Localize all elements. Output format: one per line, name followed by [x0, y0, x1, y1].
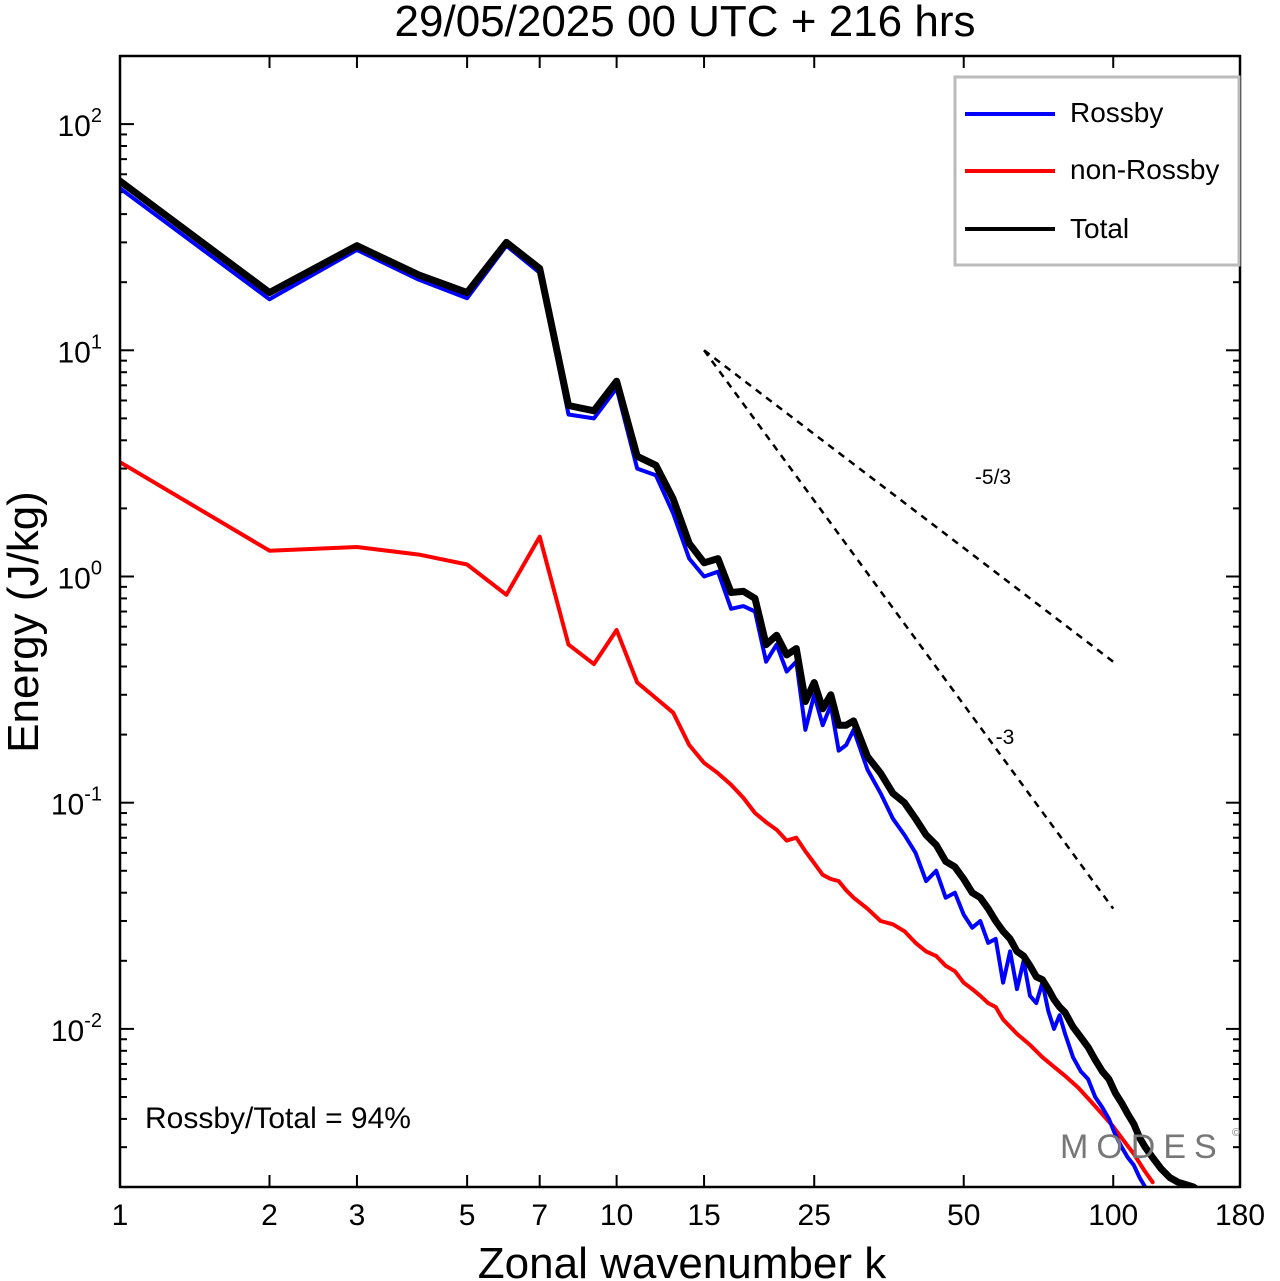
reference-line-label: -3: [996, 726, 1015, 749]
rossby-ratio-annotation: Rossby/Total = 94%: [145, 1102, 411, 1135]
x-tick-label: 5: [459, 1199, 476, 1232]
series-layer: [120, 177, 1200, 1187]
modes-watermark: MODES: [1060, 1128, 1225, 1166]
x-tick-label: 1: [112, 1199, 129, 1232]
copyright-mark: ©: [1232, 1127, 1240, 1139]
series-line-rossby: [120, 186, 1148, 1187]
y-axis-label: Energy (J/kg): [0, 491, 48, 753]
y-tick-label: 10-1: [51, 784, 102, 822]
legend-label-rossby: Rossby: [1070, 97, 1163, 128]
series-line-non-rossby: [120, 460, 1155, 1185]
reference-line-label: -5/3: [975, 466, 1011, 489]
plot-frame: [118, 54, 1242, 1189]
x-tick-label: 100: [1088, 1199, 1138, 1232]
x-tick-label: 50: [947, 1199, 980, 1232]
chart-title: 29/05/2025 00 UTC + 216 hrs: [395, 0, 976, 46]
legend-label-total: Total: [1070, 213, 1129, 244]
x-tick-label: 25: [798, 1199, 831, 1232]
y-tick-label: 10-2: [51, 1010, 102, 1048]
x-tick-label: 2: [261, 1199, 278, 1232]
x-tick-labels: 1 2 3 5 7 10 15 25 50 100 180: [112, 1199, 1265, 1232]
x-tick-label: 180: [1215, 1199, 1265, 1232]
legend: Rossby non-Rossby Total: [953, 75, 1241, 267]
x-tick-label: 3: [349, 1199, 366, 1232]
x-axis-label: Zonal wavenumber k: [478, 1239, 887, 1281]
x-tick-label: 7: [531, 1199, 548, 1232]
y-tick-labels: 102 101 100 10-1 10-2: [51, 105, 102, 1048]
legend-label-non-rossby: non-Rossby: [1070, 154, 1219, 185]
x-tick-label: 10: [600, 1199, 633, 1232]
series-line-total: [120, 177, 1200, 1187]
x-tick-label: 15: [687, 1199, 720, 1232]
y-tick-label: 101: [58, 331, 103, 369]
y-tick-label: 100: [58, 557, 103, 595]
y-tick-label: 102: [58, 105, 103, 143]
reference-slope-lines: -5/3 -3: [703, 349, 1115, 910]
reference-line-slope: [703, 349, 1115, 910]
